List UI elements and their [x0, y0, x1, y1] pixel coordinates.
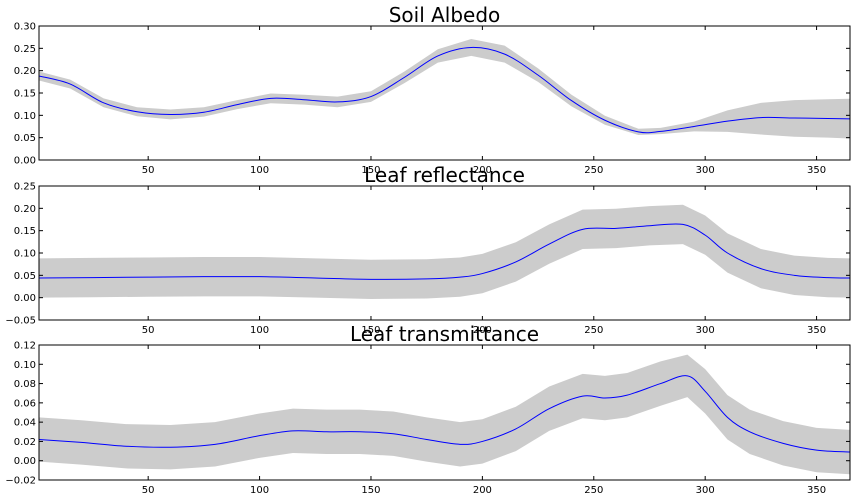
- mean-line: [39, 223, 850, 280]
- x-tick-label: 50: [142, 325, 155, 336]
- x-tick-label: 250: [584, 325, 603, 336]
- x-tick-label: 300: [696, 485, 715, 496]
- x-tick-label: 100: [250, 485, 269, 496]
- y-tick-label: 0.25: [14, 44, 36, 55]
- y-tick-label: 0.20: [14, 204, 36, 215]
- x-tick-label: 200: [473, 165, 492, 176]
- x-tick-label: 250: [584, 165, 603, 176]
- y-tick-label: 0.15: [14, 89, 36, 100]
- subplot-title: Leaf transmittance: [350, 322, 539, 346]
- x-tick-label: 250: [584, 485, 603, 496]
- subplot-title: Soil Albedo: [389, 3, 501, 27]
- y-tick-label: 0.00: [14, 456, 36, 467]
- uncertainty-band: [39, 354, 850, 475]
- y-tick-label: −0.05: [5, 316, 36, 327]
- x-tick-label: 350: [807, 165, 826, 176]
- x-tick-label: 150: [361, 485, 380, 496]
- x-tick-label: 100: [250, 325, 269, 336]
- y-tick-label: 0.10: [14, 360, 36, 371]
- x-tick-label: 200: [473, 485, 492, 496]
- x-tick-label: 150: [361, 165, 380, 176]
- subplot-title: Leaf reflectance: [364, 163, 525, 187]
- y-tick-label: 0.15: [14, 226, 36, 237]
- y-tick-label: 0.20: [14, 66, 36, 77]
- axes-frame: [38, 25, 851, 161]
- y-tick-label: 0.10: [14, 249, 36, 260]
- subplot-3: 50 100 150 200 250 300 350 −0.02 0.00 0.02 0.04 0.0…: [5, 322, 851, 496]
- y-tick-label: 0.10: [14, 111, 36, 122]
- subplot-2: 50 100 150 200 250 300 350 −0.05 0.00 0.05 0.10 0.1…: [5, 163, 851, 336]
- y-tick-label: 0.06: [14, 398, 36, 409]
- y-tick-label: 0.25: [14, 182, 36, 193]
- mean-line: [39, 46, 850, 134]
- x-tick-label: 50: [142, 165, 155, 176]
- uncertainty-band: [39, 204, 850, 300]
- x-tick-label: 350: [807, 485, 826, 496]
- y-tick-label: 0.04: [14, 418, 36, 429]
- x-tick-label: 300: [696, 325, 715, 336]
- y-tick-label: 0.02: [14, 437, 36, 448]
- x-tick-label: 200: [473, 325, 492, 336]
- subplot-1: 50 100 150 200 250 300 350 0.00 0.05 0.10 0.15 0.20…: [14, 3, 851, 176]
- uncertainty-band: [39, 38, 850, 139]
- y-tick-label: 0.08: [14, 379, 36, 390]
- y-tick-label: 0.00: [14, 156, 36, 167]
- mean-line: [39, 375, 850, 453]
- y-tick-label: 0.05: [14, 271, 36, 282]
- y-tick-label: 0.05: [14, 133, 36, 144]
- x-tick-label: 150: [361, 325, 380, 336]
- x-tick-label: 350: [807, 325, 826, 336]
- y-tick-label: 0.12: [14, 341, 36, 352]
- x-tick-label: 300: [696, 165, 715, 176]
- y-tick-label: 0.00: [14, 293, 36, 304]
- axes-frame: [38, 344, 851, 481]
- y-tick-label: −0.02: [5, 476, 36, 487]
- y-tick-label: 0.30: [14, 22, 36, 33]
- x-tick-label: 100: [250, 165, 269, 176]
- x-tick-label: 50: [142, 485, 155, 496]
